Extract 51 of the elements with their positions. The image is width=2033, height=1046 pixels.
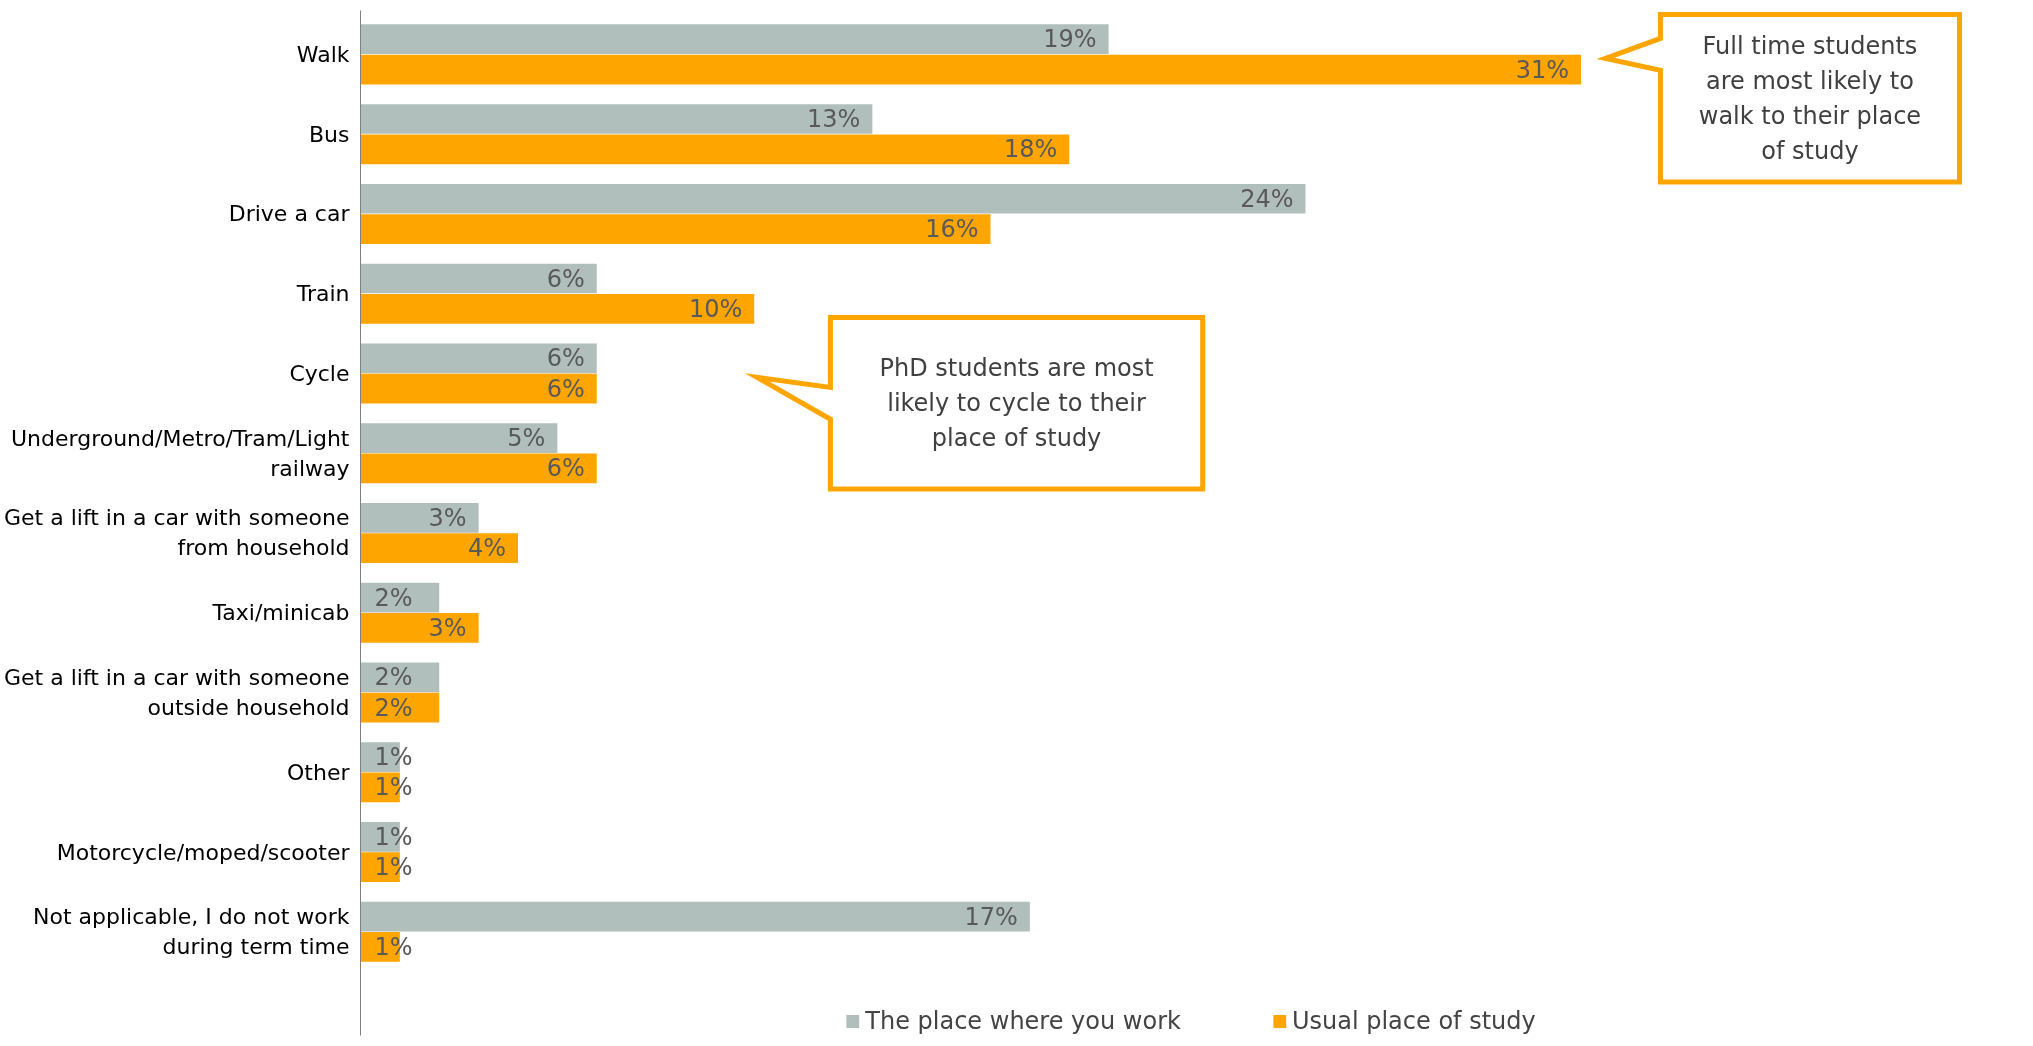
bar bbox=[360, 214, 991, 244]
data-label: 2% bbox=[374, 693, 413, 722]
bar bbox=[360, 613, 479, 643]
data-label: 10% bbox=[688, 294, 743, 323]
data-label: 13% bbox=[807, 104, 861, 133]
data-label: 6% bbox=[546, 374, 585, 403]
data-label: 4% bbox=[467, 534, 506, 563]
y-tick-label: Underground/Metro/Tram/Light railway bbox=[10, 425, 350, 481]
legend-label: Usual place of study bbox=[1291, 1007, 1536, 1035]
text: Full time students are most likely to walk to their place of study bbox=[1698, 31, 1922, 165]
y-tick-label: Bus bbox=[309, 121, 350, 147]
data-label: 3% bbox=[428, 613, 467, 642]
bar bbox=[360, 293, 755, 324]
y-tick-label: Get a lift in a car with someone from household bbox=[3, 505, 350, 561]
data-label: 24% bbox=[1240, 184, 1294, 213]
y-tick-label: Get a lift in a car with someone outside household bbox=[3, 665, 350, 720]
data-label: 5% bbox=[507, 424, 546, 453]
annotation: PhD students are most likely to cycle to their place of study bbox=[879, 354, 1154, 453]
y-tick-label: Motorcycle/moped/scooter bbox=[56, 839, 351, 865]
bar bbox=[360, 343, 597, 374]
data-label: 2% bbox=[374, 583, 413, 612]
bar bbox=[360, 263, 597, 294]
bar bbox=[360, 104, 873, 134]
y-tick-label: Drive a car bbox=[228, 201, 351, 227]
y-tick-label: Taxi/minicab bbox=[211, 600, 350, 626]
y-tick-label: Cycle bbox=[289, 360, 350, 386]
data-label: 31% bbox=[1515, 55, 1570, 84]
bar bbox=[360, 134, 1070, 165]
bar bbox=[360, 183, 1306, 214]
data-label: 6% bbox=[546, 454, 585, 483]
y-tick-label: Other bbox=[287, 759, 351, 785]
data-label: 18% bbox=[1003, 135, 1058, 164]
data-label: 2% bbox=[374, 663, 413, 692]
data-label: 6% bbox=[546, 264, 585, 293]
bar bbox=[360, 533, 518, 563]
bar bbox=[360, 24, 1109, 55]
bar bbox=[360, 423, 558, 453]
bar bbox=[360, 502, 479, 533]
data-label: 19% bbox=[1043, 25, 1097, 54]
data-label: 17% bbox=[964, 902, 1018, 931]
data-label: 3% bbox=[428, 503, 467, 532]
data-label: 6% bbox=[546, 344, 585, 373]
y-tick-label: Walk bbox=[296, 41, 350, 67]
bar bbox=[360, 453, 597, 484]
y-tick-label: Not applicable, I do not work during term time bbox=[32, 904, 350, 960]
bar bbox=[360, 373, 597, 404]
bar bbox=[360, 54, 1582, 85]
data-label: 16% bbox=[925, 215, 979, 244]
bar bbox=[360, 901, 1030, 932]
y-tick-label: Train bbox=[295, 281, 350, 307]
legend-label: The place where you work bbox=[865, 1007, 1181, 1035]
